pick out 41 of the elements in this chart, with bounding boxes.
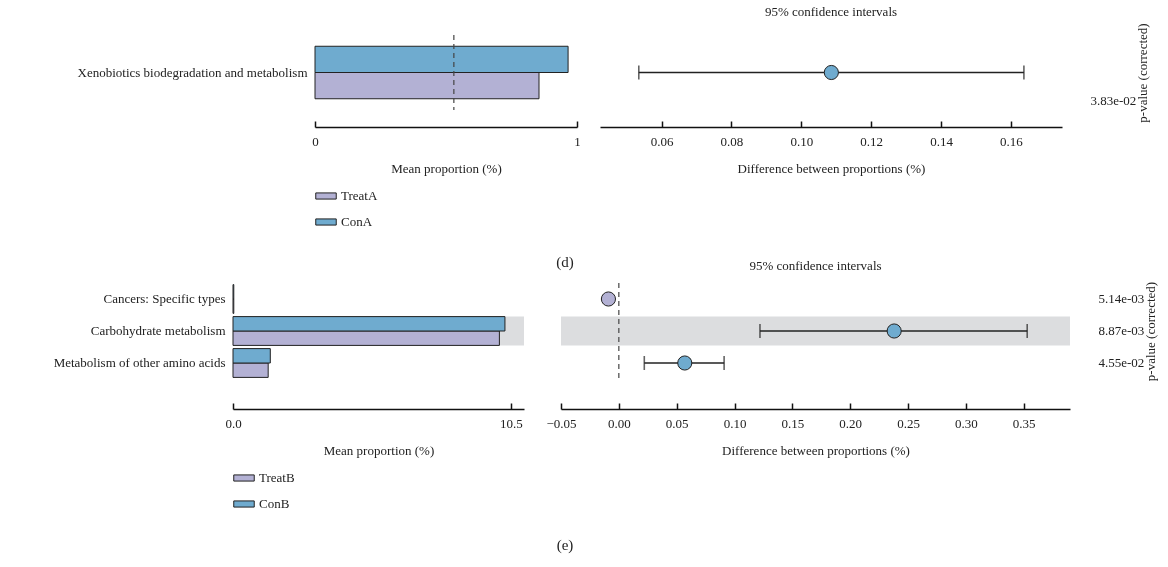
legend-label: ConB (259, 496, 290, 511)
x-axis-title: Difference between proportions (%) (722, 442, 910, 458)
text: (e) (556, 537, 574, 554)
y-tick-label: Carbohydrate metabolism (90, 323, 226, 338)
y-tick-label: 8.87e-03 (1098, 323, 1145, 338)
x-tick-label: 0.05 (665, 415, 689, 431)
legend-label: ConA (341, 214, 373, 229)
y-tick-label: 4.55e-02 (1098, 355, 1145, 370)
x-tick-label: 0 (312, 133, 319, 149)
x-tick-label: −0.05 (546, 415, 577, 431)
x-tick-label: 10.5 (499, 415, 523, 431)
x-tick-label: 0.12 (860, 133, 884, 149)
chart-title: 95% confidence intervals (764, 3, 898, 19)
x-tick-label: 0.35 (1012, 415, 1036, 431)
x-tick-label: 0.16 (1000, 133, 1024, 149)
y-tick-label: Cancers: Specific types (103, 291, 226, 306)
x-tick-label: 0.10 (723, 415, 747, 431)
x-tick-label: 0.00 (607, 415, 631, 431)
x-tick-label: 1 (574, 133, 581, 149)
legend-label: TreatB (259, 470, 295, 485)
x-tick-label: 0.06 (650, 133, 674, 149)
x-axis-title: Mean proportion (%) (391, 160, 502, 176)
legend-label: TreatA (341, 188, 378, 203)
y-tick-label: 5.14e-03 (1098, 291, 1145, 306)
y-axis-title: p-value (corrected) (1135, 23, 1151, 123)
x-tick-label: 0.15 (781, 415, 805, 431)
x-tick-label: 0.08 (720, 133, 744, 149)
x-tick-label: 0.30 (955, 415, 978, 431)
text: (d) (556, 254, 574, 271)
x-tick-label: 0.10 (790, 133, 814, 149)
y-tick-label: Metabolism of other amino acids (53, 355, 226, 370)
x-tick-label: 0.25 (897, 415, 920, 431)
y-tick-label: Xenobiotics biodegradation and metabolism (77, 64, 308, 80)
x-tick-label: 0.14 (930, 133, 954, 149)
x-axis-title: Difference between proportions (%) (737, 160, 926, 176)
x-tick-label: 0.0 (225, 415, 242, 431)
x-axis-title: Mean proportion (%) (323, 442, 435, 458)
x-tick-label: 0.20 (839, 415, 863, 431)
y-tick-label: 3.83e-02 (1090, 92, 1137, 108)
chart-title: 95% confidence intervals (749, 258, 882, 274)
y-axis-title: p-value (corrected) (1143, 281, 1159, 382)
